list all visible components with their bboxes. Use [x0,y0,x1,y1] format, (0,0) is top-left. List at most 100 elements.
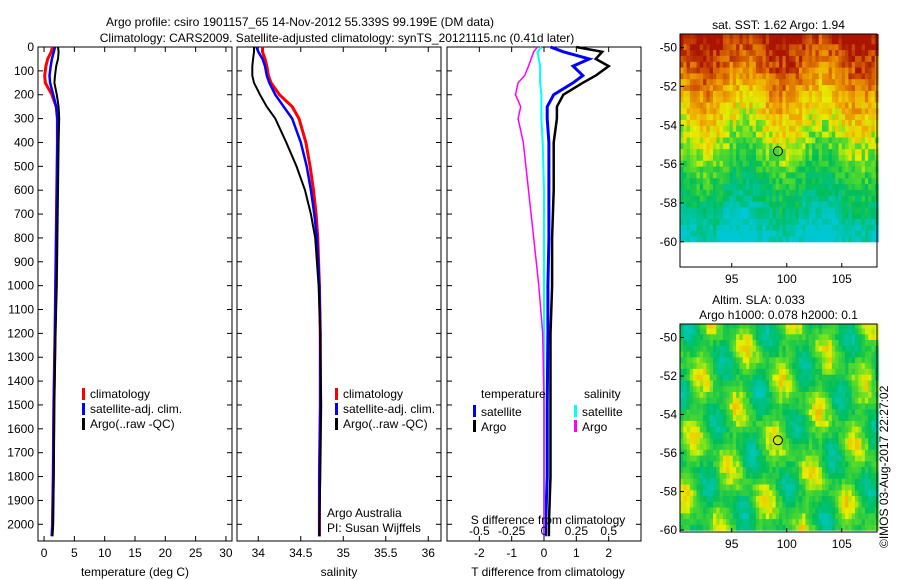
map-cell [686,84,691,91]
map-cell [848,166,853,173]
map-cell [789,96,793,103]
map-cell [729,374,734,381]
map-cell [805,478,810,485]
map-cell [792,212,797,219]
map-cell [848,483,853,491]
legend-swatch [574,405,577,417]
map-cell [752,324,757,329]
map-cell [855,403,859,410]
map-cell [762,333,767,340]
map-cell [739,385,744,392]
map-cell [683,119,688,126]
map-cell [699,518,704,525]
map-cell [845,119,849,126]
map-cell [798,49,803,56]
map-cell [838,84,843,91]
map-cell [831,90,836,97]
map-cell [683,333,688,340]
map-cell [805,148,810,155]
map-cell [828,195,833,202]
map-cell [805,466,810,473]
map-cell [802,49,807,56]
map-cell [789,78,793,86]
map-cell [696,397,701,404]
map-cell [699,218,704,225]
map-cell [864,224,869,231]
map-cell [775,478,780,485]
map-cell [818,148,823,155]
map-cell [686,119,691,126]
map-cell [808,72,813,80]
map-cell [683,426,688,433]
map-cell [825,426,830,433]
map-cell [732,414,737,421]
map-cell [713,195,717,202]
map-cell [742,385,747,392]
map-cell [861,166,866,173]
map-cell [746,489,750,496]
map-cell [706,518,711,525]
map-cell [835,201,840,208]
map-cell [762,524,767,531]
map-cell [815,107,820,115]
map-cell [861,345,866,352]
map-cell [815,356,820,364]
map-cell [871,218,876,225]
map-cell [762,379,767,387]
map-cell [851,90,856,97]
map-cell [812,507,816,514]
map-cell [752,171,757,179]
map-cell [742,148,747,155]
map-cell [838,426,843,433]
map-cell [798,431,803,439]
map-cell [739,113,744,120]
map-cell [815,43,820,51]
map-cell [835,408,840,416]
map-cell [699,324,704,329]
map-cell [686,414,691,421]
map-cell [798,96,803,103]
map-cell [722,324,727,329]
map-cell [719,34,724,39]
map-cell [841,224,846,231]
map-cell [696,212,701,219]
map-cell [749,136,754,144]
map-cell [729,142,734,150]
map-cell [858,206,863,214]
map-cell [871,524,876,531]
map-cell [864,345,869,352]
map-cell [871,345,876,352]
map-cell [683,356,688,364]
map-cell [828,356,833,364]
map-cell [772,385,777,392]
map-cell [775,107,780,115]
map-cell [762,397,767,404]
map-cell [729,507,734,514]
map-cell [746,483,750,491]
map-cell [742,177,747,185]
map-cell [868,495,873,502]
map-cell [769,489,773,496]
map-cell [683,61,688,68]
map-cell [798,420,803,427]
map-cell [726,478,731,485]
map-cell [752,431,757,439]
map-cell [835,148,840,155]
map-cell [792,449,797,456]
map-cell [792,443,797,450]
map-cell [696,90,701,97]
map-cell [769,437,773,444]
map-cell [858,351,863,358]
map-cell [845,201,849,208]
map-cell [795,195,800,202]
map-cell [792,113,797,120]
map-cell [861,84,866,91]
map-cell [779,119,783,126]
map-cell [686,55,691,62]
map-cell [719,466,724,473]
map-cell [729,84,734,91]
map-cell [868,449,873,456]
map-cell [706,131,711,138]
map-cell [792,67,797,74]
map-cell [822,391,826,398]
